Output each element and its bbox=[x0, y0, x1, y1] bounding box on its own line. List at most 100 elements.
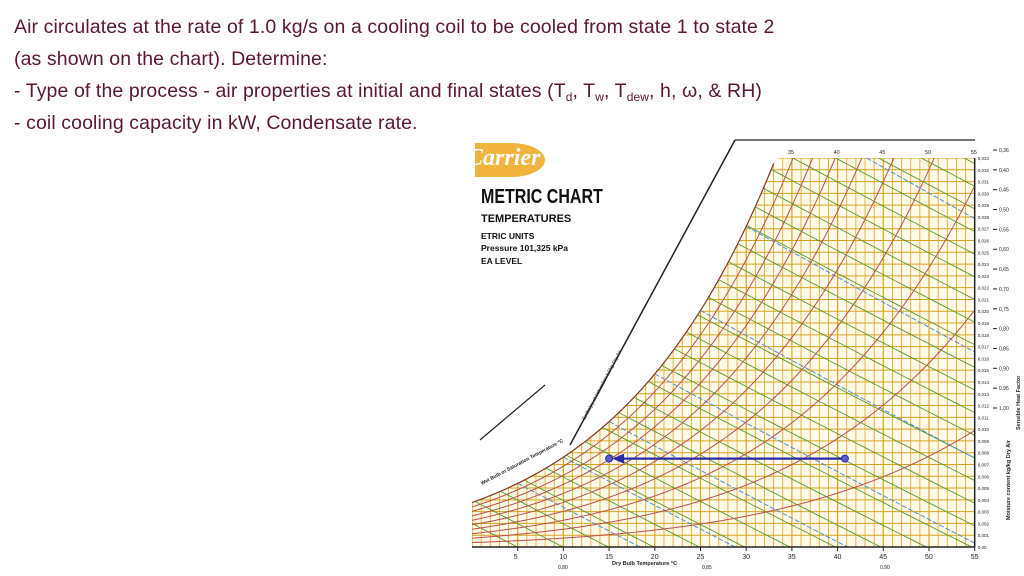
x-tick-label: 15 bbox=[605, 554, 613, 561]
text: , h, ω, & RH) bbox=[649, 80, 762, 102]
y-tick-label: 0,017 bbox=[978, 345, 990, 350]
chart-units: ETRIC UNITS bbox=[481, 231, 535, 241]
chart-pressure: Pressure 101,325 kPa bbox=[481, 243, 568, 253]
shf-tick-label: 0,65 bbox=[999, 267, 1009, 273]
subscript: dew bbox=[626, 90, 650, 104]
saturation-curve bbox=[471, 163, 775, 504]
y-tick-label: 0,013 bbox=[978, 392, 990, 397]
y-tick-label: 0,012 bbox=[978, 404, 990, 409]
top-tick-label: 50 bbox=[925, 150, 931, 156]
y-tick-label: 0,021 bbox=[978, 297, 990, 302]
x-tick-label: 45 bbox=[879, 554, 887, 561]
rh-curve bbox=[472, 309, 975, 539]
enthalpy-line bbox=[472, 523, 518, 547]
shf-tick-label: 0,55 bbox=[999, 227, 1009, 233]
wet-bulb-line bbox=[654, 373, 975, 544]
x-axis-label: Dry Bulb Temperature °C bbox=[612, 561, 677, 567]
y-tick-label: 0,029 bbox=[978, 203, 990, 208]
shf-axis-label: Sensible Heat Factor bbox=[1016, 375, 1022, 430]
wet-bulb-line bbox=[563, 456, 736, 547]
y-tick-label: 0,008 bbox=[978, 451, 990, 456]
x-tick-label: 55 bbox=[971, 554, 979, 561]
rh-curve bbox=[472, 158, 836, 517]
top-tick-label: 35 bbox=[788, 150, 794, 156]
enthalpy-axis-label: Enthalpy at saturation kJ/kg Dry Air bbox=[581, 349, 623, 421]
x-tick-label: 20 bbox=[651, 554, 659, 561]
x-tick-label: 40 bbox=[834, 554, 842, 561]
y-tick-label: 0,019 bbox=[978, 321, 990, 326]
state-1-point bbox=[840, 454, 849, 463]
volume-tick-label: 0,80 bbox=[558, 565, 568, 571]
shf-tick-label: 0,36 bbox=[999, 148, 1009, 154]
rh-curve bbox=[472, 158, 895, 526]
x-tick-label: 30 bbox=[742, 554, 750, 561]
rh-curve bbox=[472, 185, 975, 535]
x-tick-label: 35 bbox=[788, 554, 796, 561]
question-line-3: - Type of the process - air properties a… bbox=[14, 80, 762, 104]
rh-curve bbox=[472, 430, 975, 544]
enthalpy-scale bbox=[569, 139, 736, 446]
y-tick-label: 0,033 bbox=[978, 156, 990, 161]
rh-curve bbox=[472, 158, 794, 508]
shf-tick-label: 0,50 bbox=[999, 208, 1009, 214]
rh-curve bbox=[472, 158, 863, 521]
question-line-1: Air circulates at the rate of 1.0 kg/s o… bbox=[14, 16, 775, 38]
enthalpy-line bbox=[835, 158, 975, 232]
top-tick-label: 55 bbox=[971, 150, 977, 156]
question-line-2: (as shown on the chart). Determine: bbox=[14, 48, 328, 70]
wetbulb-scale bbox=[479, 384, 546, 441]
text: - Type of the process - air properties a… bbox=[14, 80, 566, 102]
shf-tick-label: 0,45 bbox=[999, 188, 1009, 194]
chart-subtitle: TEMPERATURES bbox=[481, 213, 572, 225]
y-tick-label: 0,024 bbox=[978, 262, 990, 267]
y-tick-label: 0,016 bbox=[978, 356, 990, 361]
y-tick-label: 0,011 bbox=[978, 415, 989, 420]
y-tick-label: 0,015 bbox=[978, 368, 990, 373]
y-tick-label: 0,004 bbox=[978, 498, 990, 503]
y-tick-label: 0,023 bbox=[978, 274, 990, 279]
y-tick-label: 0,030 bbox=[978, 191, 990, 196]
text: , T bbox=[603, 80, 627, 102]
shf-tick-label: 0,90 bbox=[999, 366, 1009, 372]
shf-tick-label: 0,95 bbox=[999, 386, 1009, 392]
enthalpy-line bbox=[792, 158, 975, 255]
logo-text: Carrier bbox=[467, 145, 541, 171]
shf-tick-label: 0,75 bbox=[999, 307, 1009, 313]
question-line-4: - coil cooling capacity in kW, Condensat… bbox=[14, 112, 418, 134]
chart-title: METRIC CHART bbox=[481, 186, 603, 208]
y-tick-label: 0,026 bbox=[978, 239, 990, 244]
shf-tick-label: 1,00 bbox=[999, 406, 1009, 412]
text: , T bbox=[572, 80, 596, 102]
top-tick-label: 40 bbox=[834, 150, 840, 156]
y-tick-label: 0,022 bbox=[978, 286, 990, 291]
enthalpy-line bbox=[963, 158, 975, 165]
y-tick-label: 0,028 bbox=[978, 215, 990, 220]
subscript: d bbox=[565, 90, 573, 104]
x-tick-label: 10 bbox=[559, 554, 567, 561]
volume-tick-label: 0,85 bbox=[702, 565, 712, 571]
shf-tick-label: 0,60 bbox=[999, 247, 1009, 253]
y-tick-label: 0,001 bbox=[978, 533, 990, 538]
y-tick-label: 0,010 bbox=[978, 427, 990, 432]
volume-tick-label: 0,90 bbox=[880, 565, 890, 571]
rh-curve bbox=[472, 158, 814, 512]
shf-tick-label: 0,80 bbox=[999, 327, 1009, 333]
carrier-logo: Carrier bbox=[467, 143, 545, 177]
top-tick-label: 45 bbox=[879, 150, 885, 156]
shf-tick-label: 0,40 bbox=[999, 168, 1009, 174]
y-tick-label: 0,018 bbox=[978, 333, 990, 338]
y-tick-label: 0,027 bbox=[978, 227, 990, 232]
wet-bulb-line bbox=[608, 421, 848, 547]
y-tick-label: 0,014 bbox=[978, 380, 990, 385]
shf-tick-label: 0,85 bbox=[999, 346, 1009, 352]
x-tick-label: 50 bbox=[925, 554, 933, 561]
rh-curve bbox=[472, 158, 935, 530]
subscript: w bbox=[595, 90, 604, 104]
wet-bulb-line bbox=[745, 225, 975, 353]
y-tick-label: 0,007 bbox=[978, 462, 990, 467]
shf-tick-label: 0,70 bbox=[999, 287, 1009, 293]
y-tick-label: 0,002 bbox=[978, 521, 990, 526]
state-2-point bbox=[605, 454, 614, 463]
y-axis-label: Moisture content kg/kg Dry Air bbox=[1006, 439, 1012, 520]
process-arrowhead bbox=[612, 453, 625, 464]
